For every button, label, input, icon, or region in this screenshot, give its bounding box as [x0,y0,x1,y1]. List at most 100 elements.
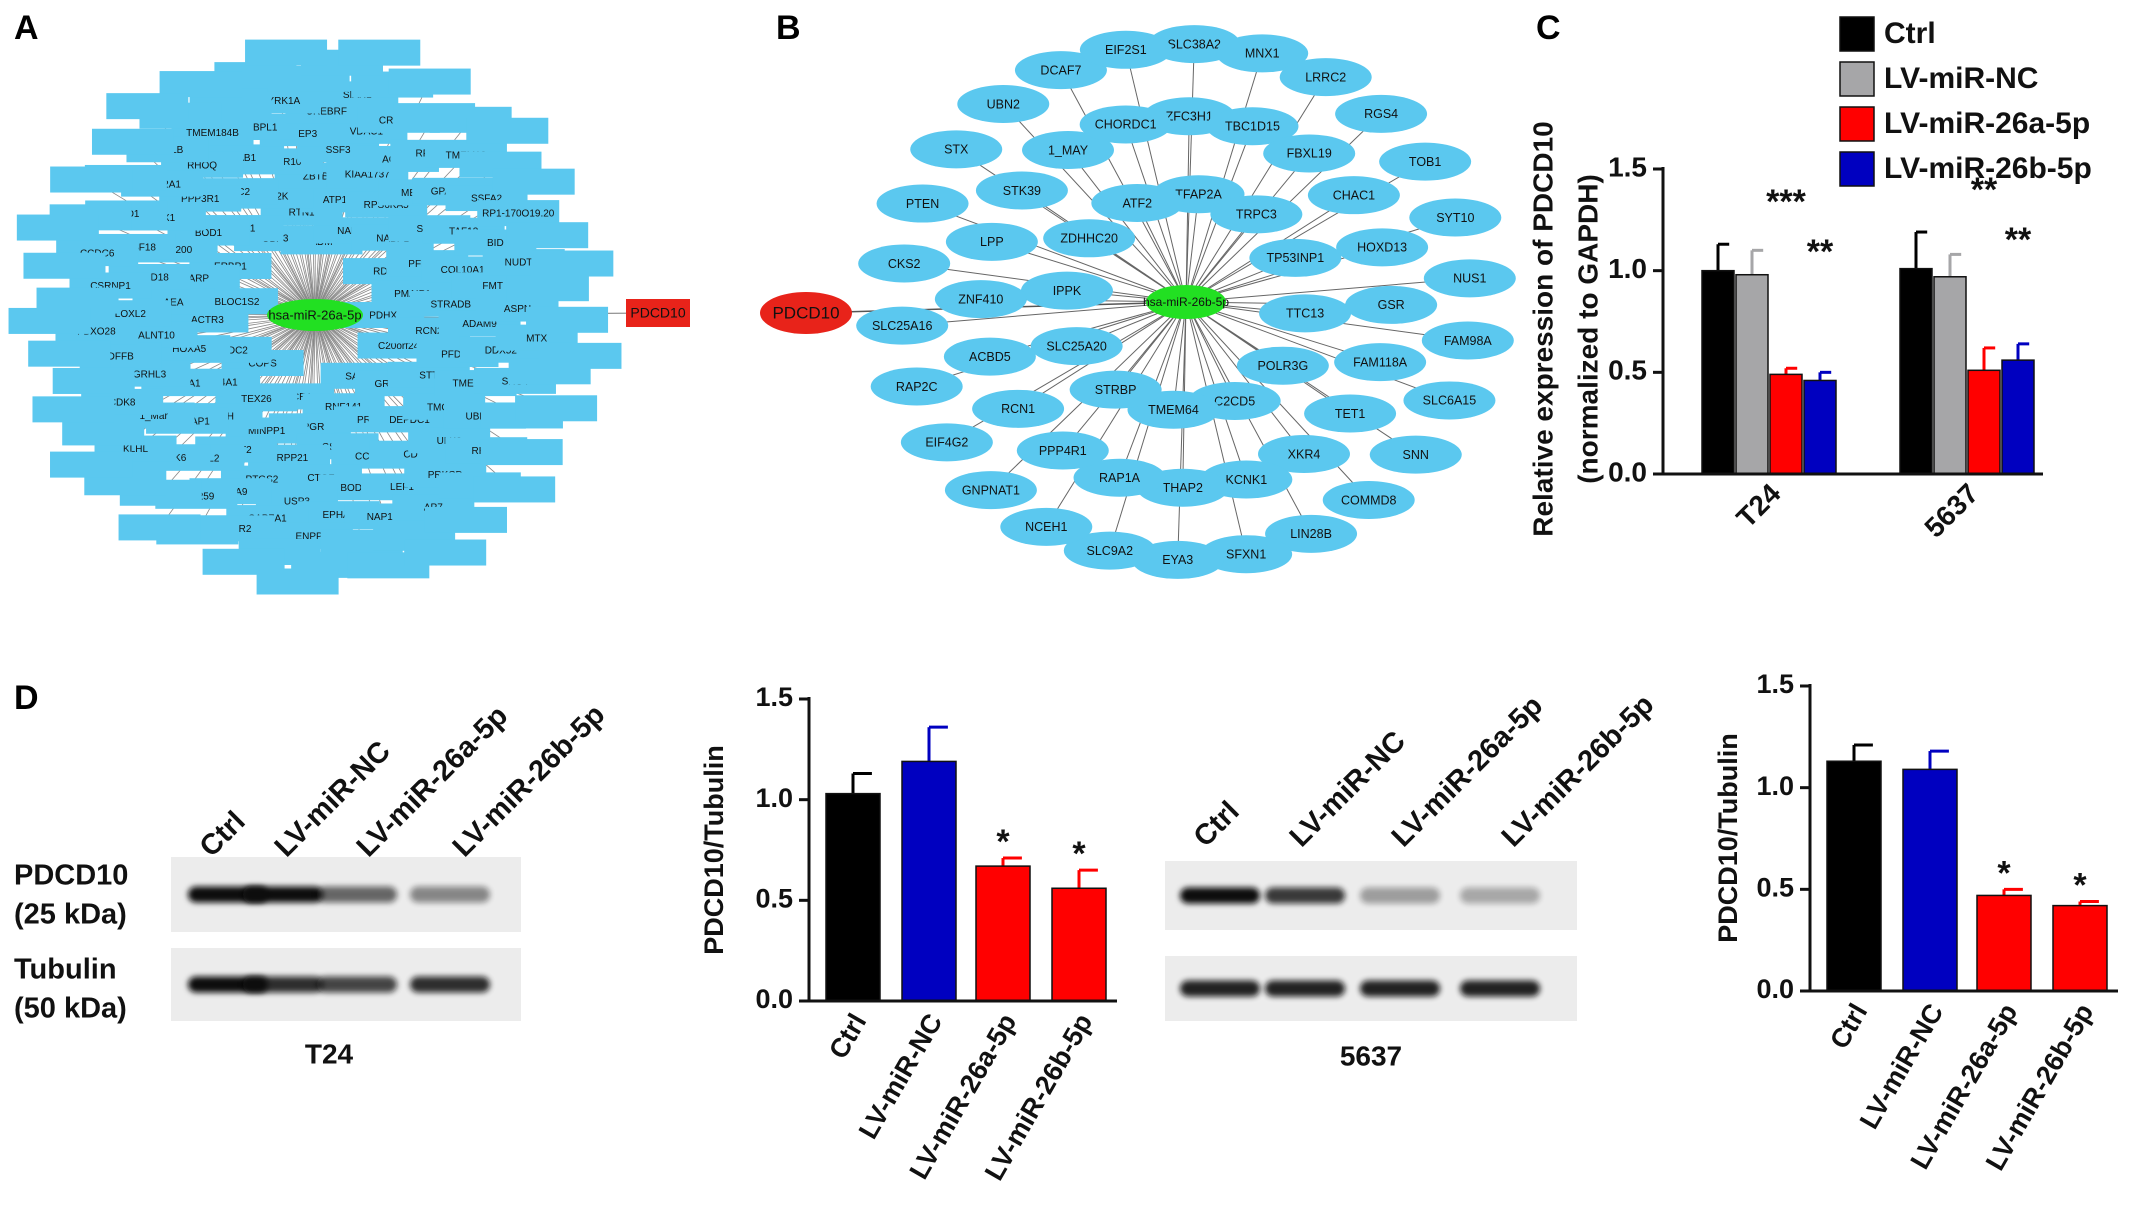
gene-label: STX [944,143,969,157]
gene-node [1336,228,1429,267]
mirna-node [267,299,363,331]
gene-node [52,367,135,394]
gene-node [943,337,1036,376]
gene-label: ALNT10 [138,330,175,341]
gene-label: POLR3G [1257,359,1308,373]
edge [1125,49,1187,303]
bar-chart: Relative expression of PDCD10 (normalized… [1527,16,2092,544]
gene-label: ATF2 [1122,196,1152,210]
panel-label: D [14,679,39,717]
gene-node [1043,219,1136,258]
gene-label: SSF3 [326,145,351,156]
gene-label: DEPDC1 [389,415,430,426]
significance-label: * [996,823,1010,861]
gene-label: TMEM64 [1148,403,1199,417]
gene-label: SSFA2 [471,194,503,205]
gene-label: C2CD5 [1214,394,1255,408]
gene-label: PPP4R1 [1039,444,1087,458]
target-node [626,299,690,327]
gene-node [1030,327,1123,366]
bar [1769,373,1803,475]
bar [1701,269,1735,475]
gene-node [856,306,949,345]
gene-label: ATP11C [323,195,359,206]
gene-node [1079,105,1172,144]
gene-node [338,39,421,66]
gene-label: 1_MAY [1048,143,1089,157]
network-a: PDHXCOPSADMSAR1BBLOC1S2RDHFLVCR1GBP3C20o… [8,39,690,595]
gene-node [466,117,549,144]
x-tick-label: T24 [1730,477,1786,533]
gene-label: EYA3 [1162,553,1193,567]
content: PDHXCOPSADMSAR1BBLOC1S2RDHFLVCR1GBP3C20o… [8,16,2118,1186]
y-axis-label: PDCD10/Tubulin [1713,733,1743,943]
gene-label: CREBRF [306,106,347,117]
gene-label: STRADB [430,299,471,310]
gene-node [531,250,614,277]
gene-node [1257,434,1350,473]
significance-label: ** [2005,221,2032,259]
gene-label: GRHL3 [133,369,167,380]
gene-node [1403,381,1496,420]
gene-label: LPP [980,235,1004,249]
gene-label: CD [403,449,417,460]
gene-label: SLC9A2 [1087,544,1134,558]
gene-node [900,423,993,462]
blot-band [317,976,397,993]
legend-swatch [1839,106,1875,142]
gene-node [1063,531,1156,570]
gene-label: DFFB [108,351,134,362]
significance-label: ** [1807,233,1834,271]
gene-label: REEP3 [284,129,317,140]
gene-node [473,476,556,503]
bar [1899,267,1933,475]
y-axis-label: PDCD10/Tubulin [699,745,729,955]
gene-node [876,184,969,223]
edge [1185,76,1327,303]
gene-label: NAB1 [230,153,257,164]
gene-node [1345,285,1438,324]
gene-label: HOXA5 [172,344,206,355]
gene-label: STRBP [1095,383,1137,397]
gene-node [480,439,563,466]
gene-label: RHOQ [187,160,217,171]
significance-label: *** [1766,183,1806,221]
gene-label: ARPP21 [270,453,309,464]
y-tick-label: 1.0 [755,783,793,813]
gene-node [1263,134,1356,173]
gene-node [32,396,115,423]
bar [1902,768,1958,992]
y-tick-label: 1.5 [1756,669,1794,699]
gene-label: 1_Mar [139,411,168,422]
row-label: PDCD10 [14,860,128,892]
edge [1185,53,1263,303]
gene-label: RPGR [295,422,324,433]
x-tick-label: 5637 [1918,478,1984,544]
significance-label: * [1997,854,2011,892]
blot-band [1180,980,1260,997]
y-tick-label: 0.5 [755,883,793,913]
blot-band [243,886,323,903]
gene-label: TEX26 [241,394,272,405]
blot-band [1265,980,1345,997]
gene-label: DDX52 [485,345,518,356]
gene-node [1307,176,1400,215]
gene-label: SLC25A20 [1046,339,1107,353]
gene-label: SLC6A15 [1423,394,1477,408]
gene-label: MTX [526,333,547,344]
bar [2001,359,2035,475]
edge [1109,301,1187,551]
target-node [760,292,852,334]
gene-label: SFXN1 [1226,547,1266,561]
gene-label: DCDC2 [213,345,248,356]
bar [1803,379,1837,475]
gene-node [1000,507,1093,546]
gene-node [1091,184,1184,223]
gene-node [1379,142,1472,181]
gene-node [870,367,963,406]
legend-swatch [1839,151,1875,187]
row-label: (25 kDa) [14,899,127,931]
gene-node [1322,480,1415,519]
gene-label: PTEN [906,197,939,211]
gene-node [91,128,174,155]
